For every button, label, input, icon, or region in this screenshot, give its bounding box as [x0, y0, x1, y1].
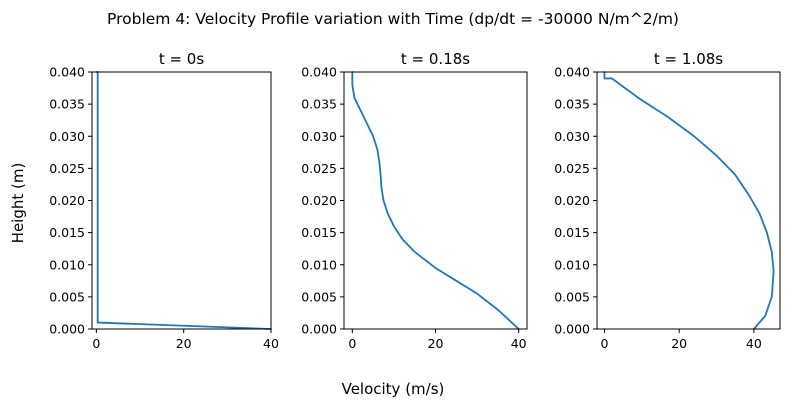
y-tick-label: 0.025 [301, 161, 337, 176]
x-tick-label: 20 [176, 336, 192, 351]
y-tick-label: 0.035 [49, 97, 85, 112]
axes-frame [91, 71, 272, 330]
x-tick-label: 40 [263, 336, 279, 351]
y-tick-label: 0.020 [554, 193, 590, 208]
y-tick-label: 0.030 [554, 129, 590, 144]
y-tick-label: 0.020 [301, 193, 337, 208]
y-tick-label: 0.020 [49, 193, 85, 208]
x-tick-label: 20 [428, 336, 444, 351]
y-tick-label: 0.035 [554, 97, 590, 112]
y-tick-label: 0.010 [554, 257, 590, 272]
subplot-t108: t = 1.08s 0.000 0.005 0.010 0.015 0.020 0.025… [554, 50, 781, 351]
subplot-t018: t = 0.18s 0.000 0.005 0.010 0.015 0.020 0.025… [301, 50, 528, 351]
x-tick-label: 40 [511, 336, 527, 351]
x-tick-label: 0 [92, 336, 100, 351]
y-tick-label: 0.010 [301, 257, 337, 272]
x-tick-label: 0 [600, 336, 608, 351]
y-tick-label: 0.015 [554, 225, 590, 240]
x-tick-label: 40 [746, 336, 762, 351]
y-tick-label: 0.040 [554, 65, 590, 80]
subplot-title: t = 0s [159, 50, 205, 68]
figure-xlabel: Velocity (m/s) [342, 380, 445, 398]
y-tick-label: 0.040 [49, 65, 85, 80]
y-tick-label: 0.005 [554, 289, 590, 304]
figure-ylabel: Height (m) [9, 163, 27, 244]
y-tick-label: 0.040 [301, 65, 337, 80]
y-tick-label: 0.030 [301, 129, 337, 144]
velocity-profile-line [95, 71, 272, 330]
subplot-title: t = 0.18s [401, 50, 470, 68]
y-tick-label: 0.035 [301, 97, 337, 112]
y-tick-label: 0.005 [301, 289, 337, 304]
velocity-profile-line [351, 71, 520, 330]
y-tick-label: 0.000 [301, 322, 337, 337]
subplot-t0: t = 0s 0.000 0.005 0.010 0.015 0.020 0.025 0.0… [49, 50, 279, 351]
velocity-profile-line [603, 71, 775, 330]
y-tick-label: 0.005 [49, 289, 85, 304]
figure-title: Problem 4: Velocity Profile variation wi… [107, 10, 679, 28]
x-tick-label: 0 [348, 336, 356, 351]
y-tick-label: 0.025 [554, 161, 590, 176]
y-tick-label: 0.015 [301, 225, 337, 240]
y-tick-label: 0.000 [554, 322, 590, 337]
y-tick-label: 0.015 [49, 225, 85, 240]
axes-frame [343, 71, 528, 330]
y-tick-label: 0.030 [49, 129, 85, 144]
x-tick-label: 20 [671, 336, 687, 351]
y-tick-label: 0.025 [49, 161, 85, 176]
subplot-title: t = 1.08s [654, 50, 723, 68]
y-tick-label: 0.010 [49, 257, 85, 272]
y-tick-label: 0.000 [49, 322, 85, 337]
